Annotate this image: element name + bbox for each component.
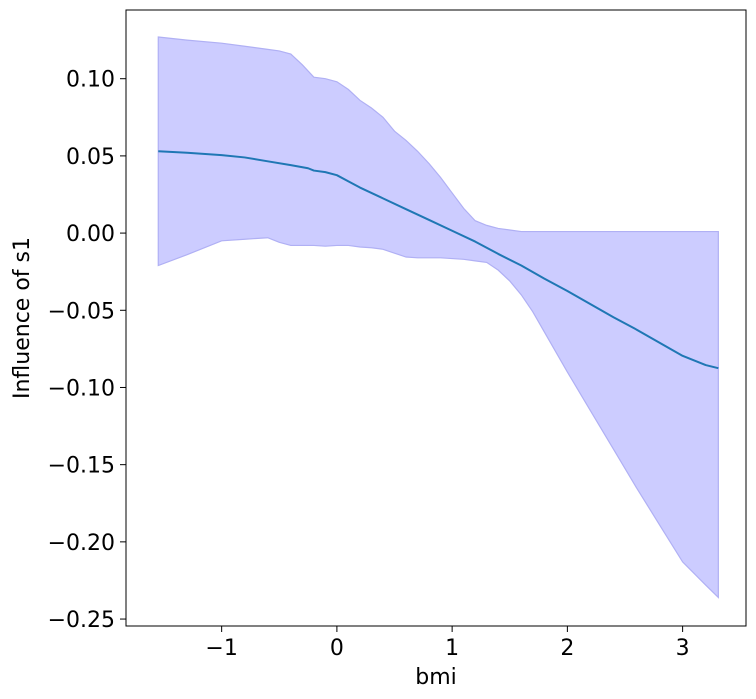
series-line-layer [158, 150, 719, 370]
y-axis: 0.10 0.05 0.00 −0.05 −0.10 −0.15 −0.20 −0.25 [48, 68, 126, 633]
y-tick-label: 0.00 [66, 222, 115, 247]
y-tick-label: 0.10 [66, 68, 115, 93]
y-tick-label: −0.20 [48, 531, 115, 556]
x-tick-label: 3 [676, 636, 690, 661]
y-tick-label: −0.15 [48, 454, 115, 479]
y-tick-label: −0.10 [48, 376, 115, 401]
x-tick-label: −1 [205, 636, 237, 661]
plot-frame [125, 9, 747, 627]
y-tick-label: 0.05 [66, 145, 115, 170]
y-tick-label: −0.05 [48, 299, 115, 324]
y-tick-label: −0.25 [48, 608, 115, 633]
x-axis: −1 0 1 2 3 [205, 626, 690, 661]
confidence-band [157, 36, 719, 599]
series-line-0 [158, 150, 719, 370]
x-tick-label: 0 [330, 636, 344, 661]
x-tick-label: 2 [560, 636, 574, 661]
y-axis-label: Influence of s1 [10, 237, 35, 399]
x-axis-label: bmi [415, 665, 457, 690]
confidence-band-layer [157, 36, 719, 599]
x-tick-label: 1 [445, 636, 459, 661]
